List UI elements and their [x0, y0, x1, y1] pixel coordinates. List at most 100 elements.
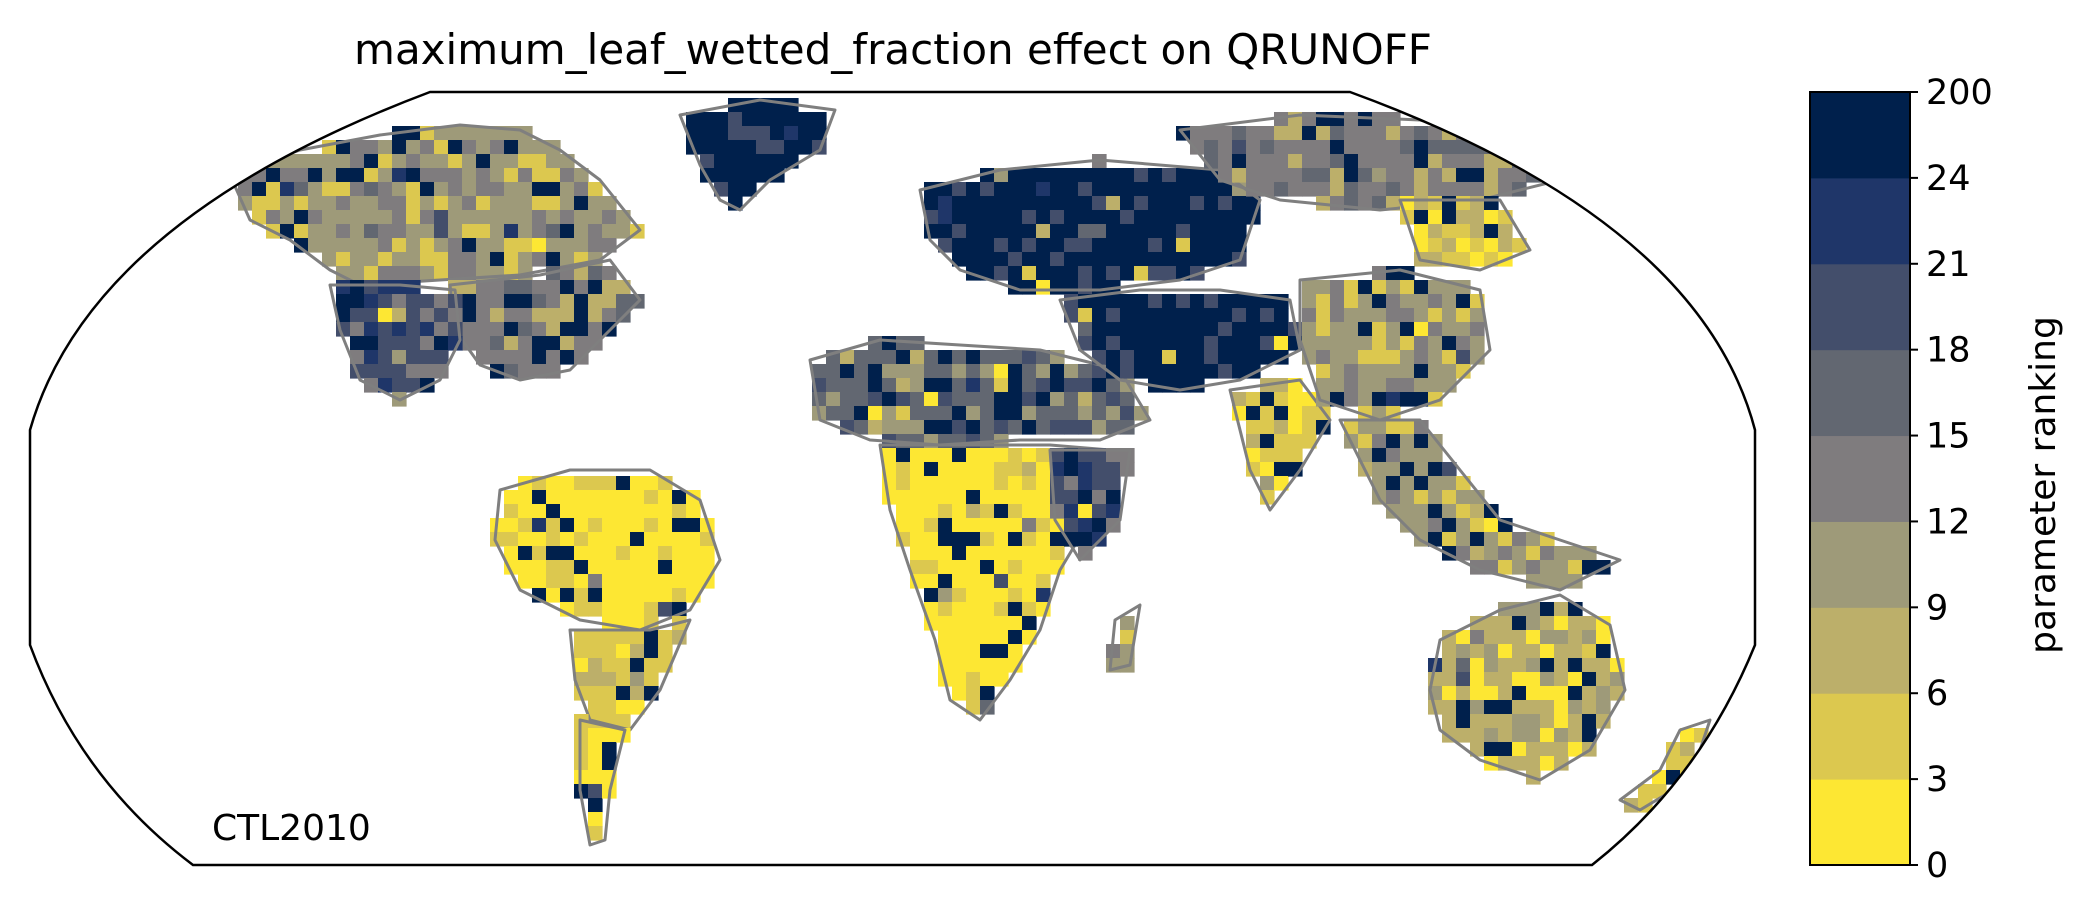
grid-cell — [588, 826, 603, 841]
grid-cell — [1414, 420, 1429, 435]
grid-cell — [1106, 266, 1121, 281]
grid-cell — [742, 154, 757, 169]
grid-cell — [602, 602, 617, 617]
grid-cell — [420, 168, 435, 183]
grid-cell — [994, 462, 1009, 477]
grid-cell — [1218, 364, 1233, 379]
grid-cell — [1134, 294, 1149, 309]
grid-cell — [350, 266, 365, 281]
grid-cell — [1008, 644, 1023, 659]
grid-cell — [966, 490, 981, 505]
grid-cell — [1442, 532, 1457, 547]
grid-cell — [1162, 294, 1177, 309]
grid-cell — [1092, 322, 1107, 337]
grid-cell — [1316, 294, 1331, 309]
grid-cell — [322, 182, 337, 197]
grid-cell — [1106, 392, 1121, 407]
grid-cell — [1498, 742, 1513, 757]
grid-cell — [546, 350, 561, 365]
grid-cell — [644, 658, 659, 673]
grid-cell — [1288, 168, 1303, 183]
grid-cell — [588, 546, 603, 561]
grid-cell — [1302, 154, 1317, 169]
grid-cell — [1064, 182, 1079, 197]
grid-cell — [966, 462, 981, 477]
grid-cell — [1078, 462, 1093, 477]
grid-cell — [938, 560, 953, 575]
grid-cell — [462, 168, 477, 183]
grid-cell — [910, 364, 925, 379]
grid-cell — [1498, 532, 1513, 547]
grid-cell — [812, 112, 827, 127]
grid-cell — [1092, 168, 1107, 183]
grid-cell — [1442, 658, 1457, 673]
grid-cell — [588, 812, 603, 827]
grid-cell — [1330, 294, 1345, 309]
grid-cell — [1470, 154, 1485, 169]
grid-cell — [1386, 126, 1401, 141]
grid-cell — [1022, 588, 1037, 603]
grid-cell — [672, 532, 687, 547]
grid-cell — [896, 462, 911, 477]
grid-cell — [630, 644, 645, 659]
grid-cell — [434, 266, 449, 281]
grid-cell — [1428, 504, 1443, 519]
grid-cell — [784, 126, 799, 141]
grid-cell — [1092, 490, 1107, 505]
grid-cell — [1218, 294, 1233, 309]
grid-cell — [840, 364, 855, 379]
grid-cell — [364, 266, 379, 281]
grid-cell — [434, 252, 449, 267]
grid-cell — [574, 532, 589, 547]
grid-cell — [1414, 336, 1429, 351]
grid-cell — [1274, 462, 1289, 477]
grid-cell — [1596, 700, 1611, 715]
grid-cell — [1260, 154, 1275, 169]
grid-cell — [1008, 420, 1023, 435]
grid-cell — [966, 406, 981, 421]
grid-cell — [1050, 210, 1065, 225]
grid-cell — [994, 490, 1009, 505]
grid-cell — [1274, 182, 1289, 197]
grid-cell — [504, 140, 519, 155]
grid-cell — [952, 490, 967, 505]
grid-cell — [980, 616, 995, 631]
grid-cell — [406, 126, 421, 141]
grid-cell — [1526, 602, 1541, 617]
grid-cell — [560, 168, 575, 183]
grid-cell — [1442, 462, 1457, 477]
grid-cell — [1400, 364, 1415, 379]
grid-cell — [1386, 392, 1401, 407]
grid-cell — [1344, 322, 1359, 337]
grid-cell — [1120, 406, 1135, 421]
grid-cell — [1540, 728, 1555, 743]
grid-cell — [1498, 630, 1513, 645]
grid-cell — [616, 546, 631, 561]
grid-cell — [1036, 280, 1051, 295]
grid-cell — [672, 588, 687, 603]
grid-cell — [588, 210, 603, 225]
grid-cell — [1442, 476, 1457, 491]
grid-cell — [1540, 700, 1555, 715]
grid-cell — [1204, 182, 1219, 197]
colorbar-segment — [1810, 521, 1910, 608]
grid-cell — [1302, 294, 1317, 309]
grid-cell — [336, 252, 351, 267]
grid-cell — [490, 294, 505, 309]
grid-cell — [1554, 658, 1569, 673]
grid-cell — [462, 182, 477, 197]
grid-cell — [868, 392, 883, 407]
grid-cell — [1204, 126, 1219, 141]
grid-cell — [910, 476, 925, 491]
grid-cell — [1008, 266, 1023, 281]
grid-cell — [1344, 350, 1359, 365]
grid-cell — [1204, 224, 1219, 239]
grid-cell — [728, 182, 743, 197]
grid-cell — [924, 392, 939, 407]
grid-cell — [798, 112, 813, 127]
grid-cell — [1092, 308, 1107, 323]
grid-cell — [1218, 210, 1233, 225]
grid-cell — [1526, 616, 1541, 631]
grid-cell — [994, 364, 1009, 379]
grid-cell — [952, 630, 967, 645]
